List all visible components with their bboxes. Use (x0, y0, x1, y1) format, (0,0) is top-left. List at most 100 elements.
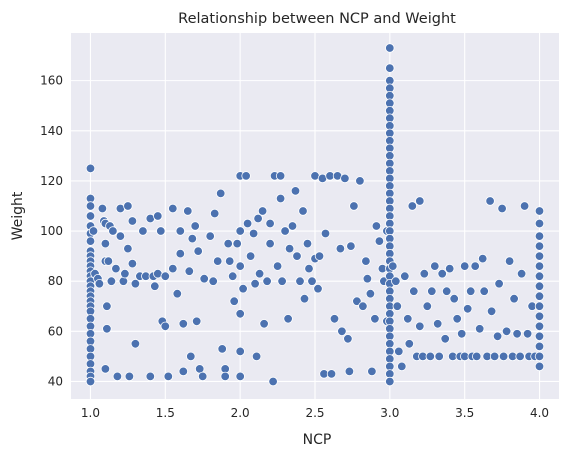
data-point (397, 361, 407, 372)
data-point (248, 228, 259, 239)
data-point (175, 226, 186, 236)
data-point (235, 261, 245, 271)
data-point (163, 371, 174, 382)
data-point (415, 196, 425, 206)
y-tick-label: 60 (48, 324, 63, 338)
data-point (123, 243, 133, 254)
data-point (160, 271, 171, 281)
data-point (534, 231, 545, 241)
data-point (277, 276, 287, 286)
data-point (434, 351, 444, 362)
data-point (259, 319, 269, 329)
x-tick-label: 4.0 (530, 406, 549, 420)
data-point (115, 231, 126, 241)
data-point (365, 289, 376, 299)
data-point (392, 301, 403, 311)
data-point (422, 301, 433, 311)
data-point (268, 376, 278, 387)
data-point (215, 188, 226, 199)
data-point (227, 271, 238, 281)
data-point (102, 301, 112, 311)
data-point (235, 309, 245, 319)
data-point (445, 263, 455, 274)
data-point (217, 344, 227, 354)
data-point (304, 263, 314, 274)
data-point (492, 331, 503, 342)
data-point (534, 311, 545, 322)
data-point (385, 63, 395, 73)
data-point (430, 261, 440, 271)
y-tick-label: 80 (48, 274, 63, 288)
data-point (534, 301, 545, 311)
data-point (534, 321, 545, 332)
data-point (400, 271, 410, 281)
data-point (254, 269, 265, 279)
data-point (275, 193, 286, 204)
data-point (374, 236, 385, 246)
data-point (212, 256, 223, 266)
x-tick-labels: 1.0 1.5 2.0 2.5 3.0 3.5 4.0 (81, 406, 549, 420)
data-point (385, 376, 395, 387)
data-point (85, 376, 96, 387)
data-point (485, 196, 495, 206)
data-point (103, 256, 114, 266)
x-tick-label: 1.0 (81, 406, 100, 420)
data-point (175, 248, 186, 259)
data-point (262, 276, 272, 286)
data-point (112, 371, 123, 382)
data-point (251, 351, 262, 362)
y-tick-labels: 40 60 80 100 120 140 160 (40, 74, 63, 389)
x-axis-label: NCP (303, 432, 332, 448)
data-point (534, 251, 545, 261)
data-point (172, 289, 183, 299)
data-point (100, 364, 111, 374)
data-point (407, 201, 418, 211)
data-point (388, 261, 398, 271)
data-point (190, 221, 200, 231)
data-point (362, 274, 373, 284)
data-point (302, 238, 313, 249)
data-point (326, 369, 337, 379)
data-point (127, 216, 138, 226)
data-point (229, 296, 239, 306)
data-point (403, 314, 413, 324)
data-point (153, 211, 163, 221)
data-point (329, 314, 340, 324)
data-point (275, 171, 286, 181)
data-point (205, 231, 215, 241)
data-point (220, 371, 230, 382)
data-point (123, 201, 133, 211)
data-point (292, 251, 302, 261)
data-point (88, 226, 99, 236)
data-point (534, 331, 545, 342)
data-point (265, 238, 275, 249)
data-point (242, 218, 253, 229)
data-point (307, 276, 317, 286)
data-point (235, 226, 245, 236)
data-point (515, 351, 525, 362)
data-point (197, 371, 208, 382)
data-point (489, 351, 500, 362)
data-point (522, 329, 533, 339)
data-point (85, 163, 96, 174)
data-point (534, 206, 545, 216)
data-point (516, 269, 527, 279)
data-point (224, 256, 235, 266)
data-point (130, 339, 141, 349)
data-point (352, 296, 362, 306)
data-point (391, 276, 401, 286)
data-point (223, 238, 233, 249)
y-tick-label: 160 (40, 74, 63, 88)
data-point (437, 269, 447, 279)
data-point (440, 334, 450, 344)
data-point (160, 321, 171, 332)
data-point (272, 261, 283, 271)
data-point (361, 256, 371, 266)
data-point (241, 171, 251, 181)
data-point (250, 279, 260, 289)
data-point (512, 329, 522, 339)
data-point (150, 281, 160, 291)
y-tick-label: 120 (40, 174, 63, 188)
data-point (385, 43, 395, 53)
data-point (501, 326, 512, 337)
